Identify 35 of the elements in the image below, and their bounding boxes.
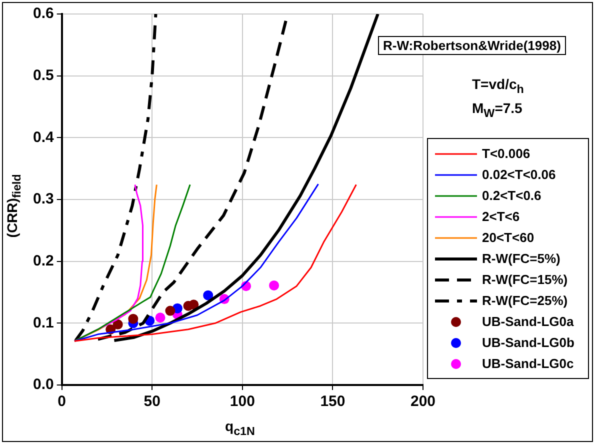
point: [128, 314, 138, 324]
point: [188, 300, 199, 310]
legend-label: R-W(FC=25%): [482, 293, 568, 308]
point: [112, 319, 123, 330]
legend-label: 20<T<60: [482, 230, 534, 245]
legend-label: R-W(FC=5%): [482, 251, 560, 266]
y-tick-label: 0.4: [32, 128, 54, 146]
legend-label: 0.02<T<0.06: [482, 167, 556, 182]
y-tick-label: 0.3: [32, 190, 54, 208]
x-tick-label: 200: [410, 393, 436, 410]
text: T=vd/c$_{h}$: [472, 76, 524, 96]
y-tick-label: 0.2: [32, 252, 54, 270]
legend-label: T<0.006: [482, 146, 530, 161]
legend-label: UB-Sand-LG0c: [482, 356, 574, 371]
legend-label: 2<T<6: [482, 209, 520, 224]
x-tick-label: 0: [58, 393, 66, 410]
x-tick-label: 50: [144, 393, 160, 410]
point: [165, 306, 176, 316]
legend-label: 0.2<T<0.6: [482, 188, 542, 203]
x-axis-title: q$_{c1N}$: [225, 418, 255, 438]
y-tick-label: 0.6: [32, 5, 54, 22]
y-tick-label: 0.5: [32, 66, 54, 84]
line-series: [74, 14, 158, 342]
y-tick-label: 0.0: [32, 376, 54, 394]
text: M$_{W}$=7.5: [472, 100, 522, 120]
legend-label: UB-Sand-LG0b: [482, 335, 574, 350]
y-tick-label: 0.1: [32, 314, 54, 332]
x-tick-label: 100: [230, 393, 255, 410]
legend-label: UB-Sand-LG0a: [482, 314, 574, 329]
legend-label: R-W(FC=15%): [482, 272, 568, 287]
point: [203, 290, 214, 300]
point: [269, 280, 280, 290]
x-tick-label: 150: [320, 393, 346, 410]
point: [155, 312, 166, 323]
annotation: R-W:Robertson&Wride(1998): [378, 36, 566, 55]
